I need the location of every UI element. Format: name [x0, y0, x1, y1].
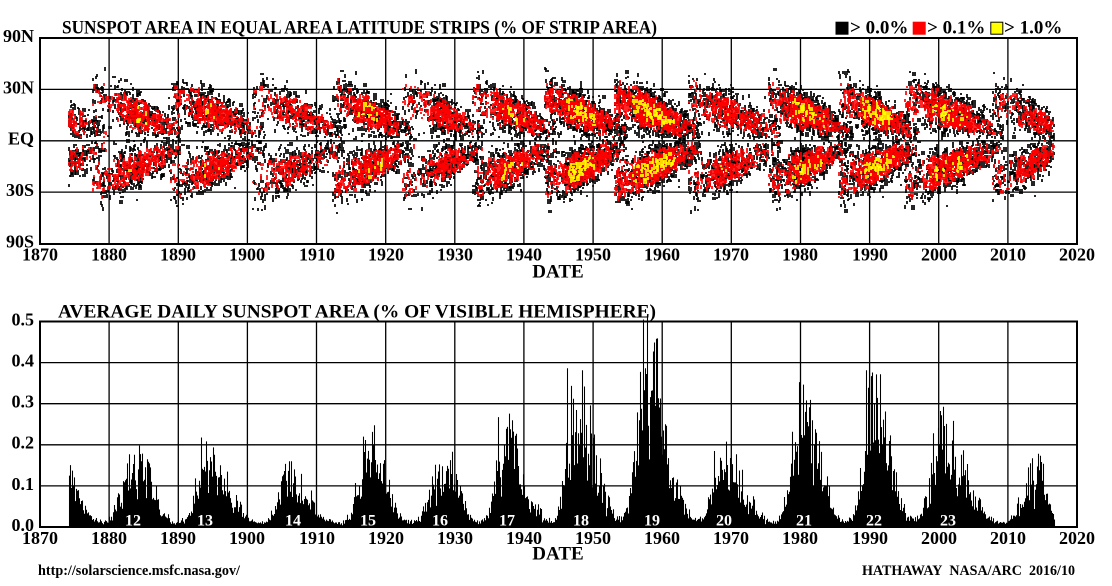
svg-text:14: 14	[285, 513, 301, 530]
svg-text:1880: 1880	[91, 245, 127, 265]
svg-text:1950: 1950	[575, 528, 611, 548]
svg-text:13: 13	[197, 513, 213, 530]
svg-text:15: 15	[360, 513, 376, 530]
svg-text:> 0.0%: > 0.0%	[850, 18, 908, 39]
svg-text:DATE: DATE	[532, 262, 583, 283]
svg-text:21: 21	[796, 513, 812, 530]
svg-text:22: 22	[866, 513, 882, 530]
svg-text:1980: 1980	[782, 528, 818, 548]
svg-text:1870: 1870	[22, 245, 58, 265]
svg-text:EQ: EQ	[8, 129, 34, 149]
svg-text:17: 17	[499, 513, 515, 530]
svg-text:AVERAGE DAILY SUNSPOT AREA (%: AVERAGE DAILY SUNSPOT AREA (% OF VISIBLE…	[58, 302, 656, 323]
svg-text:2000: 2000	[921, 528, 957, 548]
svg-text:20: 20	[716, 513, 732, 530]
svg-text:1930: 1930	[437, 528, 473, 548]
svg-text:2010: 2010	[990, 245, 1026, 265]
svg-text:> 1.0%: > 1.0%	[1004, 18, 1062, 39]
svg-text:0.2: 0.2	[12, 433, 35, 453]
svg-text:0.3: 0.3	[12, 392, 35, 412]
svg-text:1880: 1880	[91, 528, 127, 548]
svg-text:1960: 1960	[644, 528, 680, 548]
svg-text:90S: 90S	[6, 231, 34, 251]
svg-text:2010: 2010	[990, 528, 1026, 548]
svg-text:30S: 30S	[6, 180, 34, 200]
svg-text:2000: 2000	[921, 245, 957, 265]
svg-text:30N: 30N	[3, 77, 34, 97]
svg-text:1920: 1920	[368, 245, 404, 265]
svg-text:1900: 1900	[229, 245, 265, 265]
svg-text:> 0.1%: > 0.1%	[927, 18, 985, 39]
svg-text:1940: 1940	[506, 245, 542, 265]
svg-text:23: 23	[940, 513, 956, 530]
svg-text:18: 18	[573, 513, 589, 530]
svg-text:DATE: DATE	[532, 544, 583, 565]
svg-text:1990: 1990	[852, 528, 888, 548]
svg-text:0.0: 0.0	[12, 515, 35, 535]
svg-text:1910: 1910	[299, 245, 335, 265]
svg-text:2020: 2020	[1059, 245, 1095, 265]
svg-text:2020: 2020	[1059, 528, 1095, 548]
svg-text:19: 19	[644, 513, 660, 530]
svg-text:SUNSPOT AREA IN EQUAL AREA LAT: SUNSPOT AREA IN EQUAL AREA LATITUDE STRI…	[62, 18, 657, 39]
svg-text:0.4: 0.4	[12, 351, 35, 371]
svg-text:1920: 1920	[368, 528, 404, 548]
svg-text:90N: 90N	[3, 26, 34, 46]
svg-text:HATHAWAY NASA/ARC 2016/10: HATHAWAY NASA/ARC 2016/10	[862, 563, 1075, 579]
svg-text:1990: 1990	[852, 245, 888, 265]
svg-text:1950: 1950	[575, 245, 611, 265]
svg-text:1970: 1970	[713, 245, 749, 265]
svg-text:1930: 1930	[437, 245, 473, 265]
svg-text:1940: 1940	[506, 528, 542, 548]
svg-text:16: 16	[432, 513, 448, 530]
svg-text:0.5: 0.5	[12, 309, 35, 329]
svg-text:1970: 1970	[713, 528, 749, 548]
svg-text:1910: 1910	[299, 528, 335, 548]
svg-text:1890: 1890	[160, 245, 196, 265]
svg-text:12: 12	[125, 513, 141, 530]
svg-text:1870: 1870	[22, 528, 58, 548]
svg-text:1900: 1900	[229, 528, 265, 548]
svg-text:1980: 1980	[782, 245, 818, 265]
svg-text:0.1: 0.1	[12, 474, 35, 494]
svg-text:1960: 1960	[644, 245, 680, 265]
svg-text:1890: 1890	[160, 528, 196, 548]
svg-text:http://solarscience.msfc.nasa.: http://solarscience.msfc.nasa.gov/	[38, 563, 241, 579]
